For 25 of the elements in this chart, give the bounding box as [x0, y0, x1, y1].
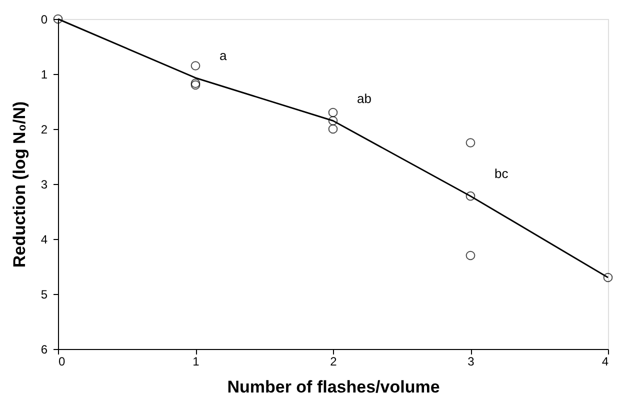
x-tick-label: 3 [468, 354, 475, 368]
x-tick-label: 0 [58, 354, 66, 368]
y-tick-label: 0 [40, 12, 48, 26]
x-axis-title: Number of flashes/volume [227, 378, 440, 396]
point [328, 108, 338, 118]
point [603, 272, 613, 282]
annotation: ab [357, 90, 372, 106]
point [466, 191, 476, 201]
x-tick-label: 2 [330, 354, 338, 368]
y-tick-label: 5 [40, 288, 48, 302]
point [328, 116, 338, 126]
x-tick-label: 1 [192, 354, 200, 368]
point [466, 250, 476, 260]
y-tick-label: 6 [40, 342, 48, 356]
annotation: bc [494, 166, 509, 182]
y-tick-label: 4 [40, 232, 48, 246]
point [190, 61, 200, 70]
y-tick-label: 2 [40, 122, 48, 136]
y-axis-title: Reduction (log N₀/N) [10, 101, 29, 268]
y-tick-label: 3 [40, 178, 48, 192]
annotation: a [220, 48, 228, 63]
point [466, 138, 476, 148]
x-tick-label: 4 [602, 354, 609, 368]
y-tick-label: 1 [40, 68, 48, 82]
point [328, 124, 338, 134]
